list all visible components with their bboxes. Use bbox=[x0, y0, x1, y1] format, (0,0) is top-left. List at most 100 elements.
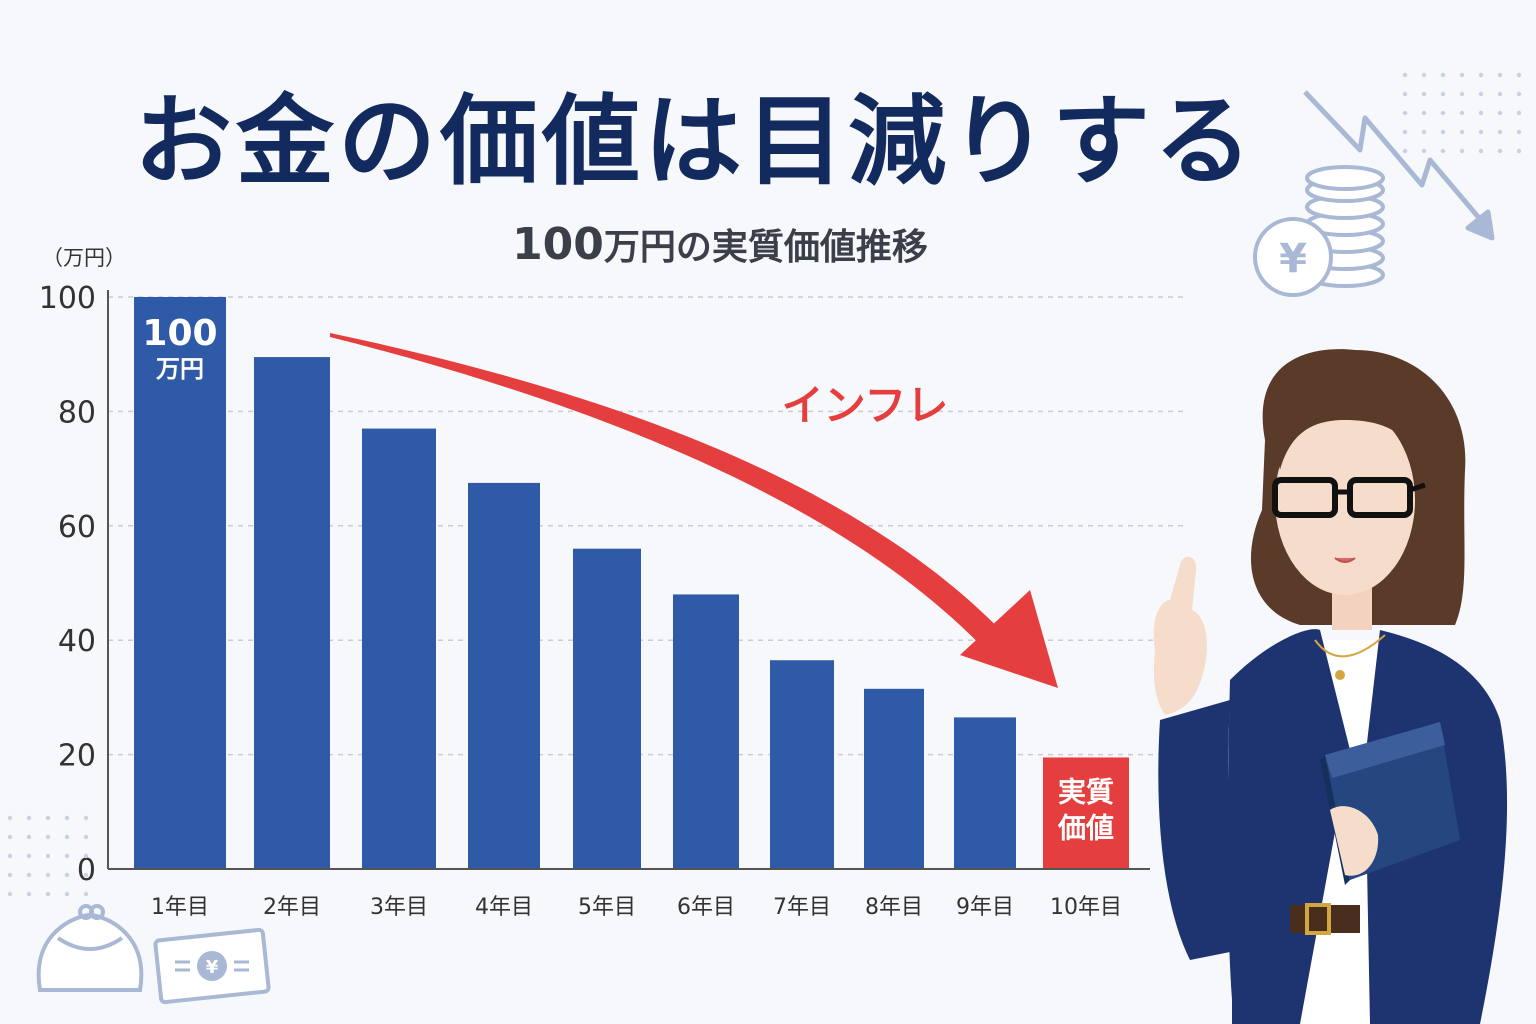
inflation-arrow bbox=[330, 333, 1058, 688]
dot bbox=[1497, 148, 1503, 154]
dot bbox=[1440, 148, 1446, 154]
down-trend-icon bbox=[1303, 90, 1495, 241]
dot bbox=[1402, 91, 1408, 97]
dot bbox=[1478, 148, 1484, 154]
dot bbox=[64, 834, 70, 840]
bar bbox=[468, 482, 540, 869]
dot bbox=[1459, 129, 1465, 135]
bar bbox=[254, 357, 330, 869]
dot bbox=[1516, 110, 1522, 116]
bar-data-label: 100 bbox=[142, 313, 217, 354]
bar-data-label: 実質 bbox=[1058, 775, 1114, 808]
dot bbox=[26, 872, 32, 878]
x-tick-label: 7年目 bbox=[773, 895, 831, 920]
decorative-dots bbox=[7, 72, 1522, 897]
dot bbox=[7, 815, 13, 821]
y-tick-label: 0 bbox=[77, 853, 96, 888]
dot bbox=[1497, 110, 1503, 116]
dot bbox=[1478, 110, 1484, 116]
dot bbox=[1421, 91, 1427, 97]
yen-coin-icon: ¥ bbox=[1253, 217, 1333, 297]
x-tick-label: 6年目 bbox=[677, 895, 735, 920]
bar bbox=[673, 594, 739, 869]
x-tick-label: 2年目 bbox=[263, 895, 321, 920]
dot bbox=[83, 853, 89, 859]
dot bbox=[1402, 148, 1408, 154]
dot bbox=[26, 834, 32, 840]
y-tick-label: 60 bbox=[58, 510, 96, 545]
dot bbox=[26, 891, 32, 897]
dot bbox=[83, 891, 89, 897]
dot bbox=[1421, 148, 1427, 154]
dot bbox=[1497, 129, 1503, 135]
bar bbox=[573, 548, 641, 869]
dot bbox=[7, 853, 13, 859]
y-tick-label: 80 bbox=[58, 395, 96, 430]
y-tick-label: 100 bbox=[39, 281, 96, 316]
dot bbox=[64, 815, 70, 821]
dot bbox=[1516, 129, 1522, 135]
dot bbox=[1402, 72, 1408, 78]
presenter-woman-illustration bbox=[1153, 349, 1508, 1024]
dot bbox=[1516, 91, 1522, 97]
bar bbox=[954, 717, 1016, 869]
dot bbox=[1421, 72, 1427, 78]
y-tick-labels: 0 20 40 60 80 100 bbox=[39, 281, 96, 888]
dot bbox=[1402, 110, 1408, 116]
x-tick-label: 3年目 bbox=[370, 895, 428, 920]
dot bbox=[83, 815, 89, 821]
dot bbox=[7, 834, 13, 840]
dot bbox=[1440, 110, 1446, 116]
x-tick-labels: 1年目 2年目 3年目 4年目 5年目 6年目 7年目 8年目 9年目 10年目 bbox=[151, 895, 1122, 920]
subtitle-number: 100 bbox=[512, 219, 604, 270]
dot bbox=[45, 815, 51, 821]
bar-data-label: 万円 bbox=[156, 355, 204, 383]
dot bbox=[64, 853, 70, 859]
y-tick-label: 20 bbox=[58, 739, 96, 774]
bar bbox=[362, 428, 436, 869]
dot bbox=[1478, 129, 1484, 135]
svg-text:¥: ¥ bbox=[206, 957, 219, 978]
dot bbox=[1459, 72, 1465, 78]
dot bbox=[7, 891, 13, 897]
dot bbox=[1478, 72, 1484, 78]
banknote-icon: ¥ bbox=[153, 927, 271, 1005]
dot bbox=[26, 815, 32, 821]
subtitle-text: 万円の実質価値推移 bbox=[603, 227, 928, 268]
dot bbox=[1516, 72, 1522, 78]
x-tick-label: 8年目 bbox=[865, 895, 923, 920]
y-axis-unit-label: （万円） bbox=[42, 246, 126, 270]
purse-icon bbox=[36, 904, 144, 992]
dot bbox=[64, 891, 70, 897]
dot bbox=[1459, 110, 1465, 116]
dot bbox=[7, 872, 13, 878]
dot bbox=[1497, 72, 1503, 78]
bars bbox=[134, 297, 1129, 869]
svg-text:¥: ¥ bbox=[1279, 236, 1307, 282]
dot bbox=[1478, 91, 1484, 97]
y-tick-label: 40 bbox=[58, 624, 96, 659]
dot bbox=[1497, 91, 1503, 97]
bar bbox=[134, 297, 226, 869]
x-tick-label: 9年目 bbox=[956, 895, 1014, 920]
dot bbox=[1440, 129, 1446, 135]
dot bbox=[1459, 91, 1465, 97]
dot bbox=[83, 872, 89, 878]
dot bbox=[26, 853, 32, 859]
bar bbox=[864, 688, 924, 869]
dot bbox=[1421, 129, 1427, 135]
dot bbox=[1516, 148, 1522, 154]
dot bbox=[45, 891, 51, 897]
dot bbox=[1421, 110, 1427, 116]
x-tick-label: 4年目 bbox=[475, 895, 533, 920]
dot bbox=[1459, 148, 1465, 154]
dot bbox=[1440, 91, 1446, 97]
dot bbox=[45, 834, 51, 840]
page-title: お金の価値は目減りする bbox=[133, 85, 1256, 199]
dot bbox=[45, 872, 51, 878]
x-tick-label: 5年目 bbox=[578, 895, 636, 920]
dot bbox=[1440, 72, 1446, 78]
chart-subtitle: 100万円の実質価値推移 bbox=[340, 218, 1100, 270]
inflation-label: インフレ bbox=[782, 381, 949, 430]
